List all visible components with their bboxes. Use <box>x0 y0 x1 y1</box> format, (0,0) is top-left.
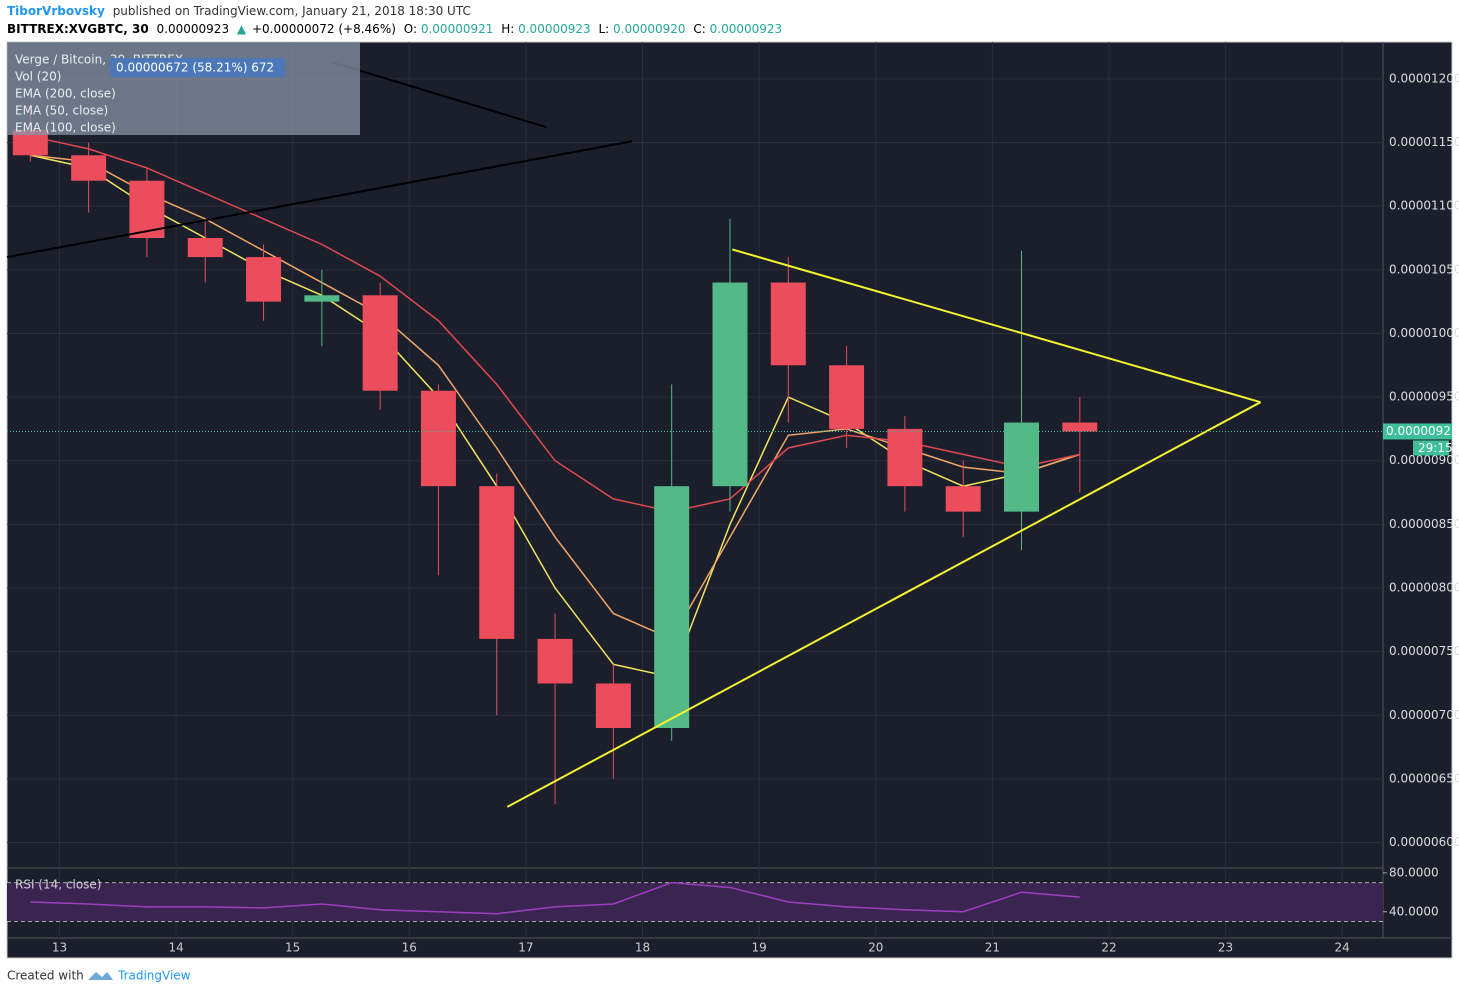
x-tick-label: 18 <box>635 941 650 955</box>
rsi-label: RSI (14, close) <box>15 878 101 892</box>
countdown-box <box>1413 440 1449 456</box>
candle-body <box>770 282 806 366</box>
trend-line <box>6 140 633 259</box>
l-value: 0.00000920 <box>613 22 686 36</box>
arrow: ▲ <box>237 22 247 36</box>
candle-body <box>1004 422 1039 512</box>
symbol-line: BITTREX:XVGBTC, 30 0.00000923 ▲ +0.00000… <box>7 22 782 36</box>
x-tick-label: 15 <box>285 941 300 955</box>
candle-body <box>887 428 923 487</box>
tooltip: 0.00000672 (58.21%) 672 <box>116 61 274 75</box>
c-label: C: <box>693 22 705 36</box>
symbol: BITTREX:XVGBTC, 30 <box>7 22 149 36</box>
candle-body <box>537 638 573 684</box>
candle-body <box>479 486 515 639</box>
logo <box>88 972 113 980</box>
x-tick-label: 24 <box>1335 941 1350 955</box>
y-tick-label: 0.00001200 <box>1389 71 1459 85</box>
c-value: 0.00000923 <box>710 22 783 36</box>
legend-ema50: EMA (50, close) <box>15 104 108 118</box>
x-tick-label: 23 <box>1218 941 1233 955</box>
candle-body <box>829 365 865 429</box>
legend-ema100: EMA (100, close) <box>15 121 116 135</box>
x-tick-label: 19 <box>751 941 766 955</box>
y-tick-label: 0.00000600 <box>1389 835 1459 849</box>
y-tick-label: 0.00001100 <box>1389 199 1459 213</box>
tooltip-box <box>110 58 285 77</box>
change: +0.00000072 (+8.46%) <box>252 22 396 36</box>
last-price-label: 0.00000923 <box>1386 424 1459 438</box>
last-price-box <box>1383 423 1452 440</box>
candle-body <box>187 238 223 258</box>
x-tick-label: 22 <box>1101 941 1116 955</box>
h-value: 0.00000923 <box>518 22 591 36</box>
trend-line <box>332 61 548 129</box>
published: published on TradingView.com, January 21… <box>113 4 471 18</box>
author[interactable]: TiborVrbovsky <box>7 4 105 18</box>
candle-body <box>654 486 690 728</box>
candle-body <box>246 257 282 302</box>
o-label: O: <box>404 22 417 36</box>
legend-volume: Vol (20) <box>15 70 61 84</box>
plot: 13 14 15 16 17 18 19 20 21 22 23 24 0.00001200 0.0000… <box>6 42 1459 955</box>
legend-ema200: EMA (200, close) <box>15 87 116 101</box>
x-tick-label: 13 <box>52 941 67 955</box>
candle-body <box>945 486 981 512</box>
countdown: 29:15 <box>1418 441 1453 455</box>
trend-line <box>732 248 1261 404</box>
trend-line <box>506 401 1262 808</box>
header-line: TiborVrbovsky published on TradingView.c… <box>7 4 471 18</box>
candle-body <box>712 282 748 487</box>
y-tick-label: 0.00000850 <box>1389 517 1459 531</box>
y-tick-label: 0.00001150 <box>1389 135 1459 149</box>
candle-body <box>362 295 398 391</box>
o-value: 0.00000921 <box>421 22 494 36</box>
x-tick-label: 14 <box>168 941 183 955</box>
rsi-tick-label: 40.0000 <box>1389 904 1439 918</box>
y-tick-label: 0.00000950 <box>1389 390 1459 404</box>
x-tick-label: 16 <box>402 941 417 955</box>
h-label: H: <box>501 22 514 36</box>
footer-created: Created with <box>7 969 84 983</box>
x-tick-label: 17 <box>518 941 533 955</box>
y-tick-label: 0.00000750 <box>1389 644 1459 658</box>
y-tick-label: 0.00000800 <box>1389 581 1459 595</box>
candle-body <box>304 295 340 302</box>
y-tick-label: 0.00000900 <box>1389 453 1459 467</box>
rsi-tick-label: 80.0000 <box>1389 865 1439 879</box>
candle-body <box>71 155 107 181</box>
y-tick-label: 0.00001000 <box>1389 326 1459 340</box>
candle-body <box>1062 422 1098 432</box>
price: 0.00000923 <box>157 22 230 36</box>
x-tick-label: 21 <box>985 941 1000 955</box>
x-tick-label: 20 <box>868 941 883 955</box>
legend-box <box>7 42 360 135</box>
y-tick-label: 0.00000700 <box>1389 708 1459 722</box>
footer-brand[interactable]: TradingView <box>117 969 191 983</box>
y-tick-label: 0.00001050 <box>1389 262 1459 276</box>
candle-body <box>420 390 456 487</box>
candle-body <box>595 683 631 728</box>
y-tick-label: 0.00000650 <box>1389 771 1459 785</box>
rsi-line <box>30 881 1080 915</box>
l-label: L: <box>598 22 609 36</box>
rsi-band <box>7 882 1383 922</box>
